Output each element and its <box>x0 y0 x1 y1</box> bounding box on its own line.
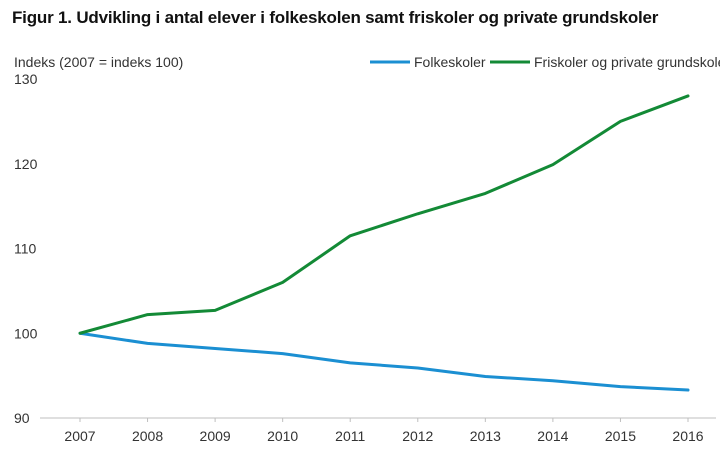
x-tick-label: 2011 <box>335 428 365 444</box>
x-tick-label: 2007 <box>64 428 95 444</box>
series-lines <box>78 94 690 392</box>
y-tick-label: 100 <box>14 325 38 341</box>
series-line-1 <box>78 331 690 392</box>
x-tick-label: 2012 <box>402 428 433 444</box>
y-tick-label: 120 <box>14 156 38 172</box>
y-tick-label: 90 <box>14 410 30 426</box>
x-tick-label: 2009 <box>200 428 231 444</box>
chart-title: Figur 1. Udvikling i antal elever i folk… <box>12 8 659 27</box>
y-tick-label: 110 <box>14 241 37 257</box>
x-tick-label: 2013 <box>470 428 501 444</box>
y-ticks: 90 100 110 120 130 <box>14 71 38 426</box>
legend-label: Folkeskoler <box>414 54 486 70</box>
series-line-2 <box>78 94 690 335</box>
legend-label: Friskoler og private grundskoler <box>534 54 720 70</box>
x-ticks: 2007 2008 2009 2010 2011 2012 2013 2014 2015 2016 <box>64 418 704 444</box>
x-tick-label: 2010 <box>267 428 298 444</box>
y-tick-label: 130 <box>14 71 38 87</box>
legend: Folkeskoler Friskoler og private grundsko… <box>370 54 720 70</box>
x-tick-label: 2016 <box>672 428 703 444</box>
y-axis-label: Indeks (2007 = indeks 100) <box>14 54 183 70</box>
x-tick-label: 2014 <box>537 428 568 444</box>
x-tick-label: 2008 <box>132 428 163 444</box>
x-tick-label: 2015 <box>605 428 636 444</box>
